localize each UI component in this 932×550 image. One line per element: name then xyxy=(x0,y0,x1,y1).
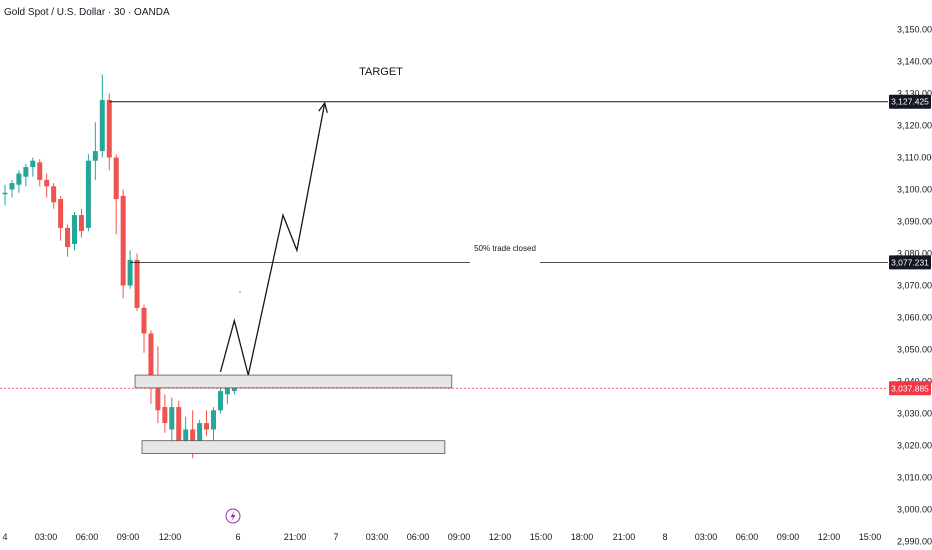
x-tick-label: 7 xyxy=(333,532,338,542)
candle-body xyxy=(217,391,223,411)
x-tick-label: 03:00 xyxy=(35,532,58,542)
y-tick-label: 3,030.000 xyxy=(897,409,932,419)
half-price-tag-label: 3,077.231 xyxy=(891,257,929,267)
x-tick-label: 12:00 xyxy=(489,532,512,542)
x-tick-label: 09:00 xyxy=(448,532,471,542)
candle-body xyxy=(169,407,175,430)
y-tick-label: 3,130.000 xyxy=(897,89,932,99)
target-price-tag-label: 3,127.425 xyxy=(891,97,929,107)
y-tick-label: 3,080.000 xyxy=(897,249,932,259)
candle-body xyxy=(204,423,210,430)
candle-body xyxy=(113,157,119,200)
candle-body xyxy=(106,99,112,158)
candle-body xyxy=(99,99,105,152)
candle-body xyxy=(190,429,196,446)
current-price-tag xyxy=(889,381,931,396)
x-tick-label: 4 xyxy=(2,532,7,542)
x-tick-label: 12:00 xyxy=(818,532,841,542)
candle-body xyxy=(92,151,98,161)
stray-dot xyxy=(239,291,241,293)
candle-body xyxy=(9,183,15,190)
candles xyxy=(2,74,237,459)
resistance-zone[interactable] xyxy=(134,374,453,389)
support-zone[interactable] xyxy=(141,440,446,454)
y-tick-label: 3,140.000 xyxy=(897,57,932,67)
y-tick-label: 3,010.000 xyxy=(897,473,932,483)
x-tick-label: 03:00 xyxy=(695,532,718,542)
candle-body xyxy=(197,423,203,443)
candle-body xyxy=(30,160,36,168)
y-tick-label: 3,070.000 xyxy=(897,281,932,291)
x-tick-label: 09:00 xyxy=(117,532,140,542)
y-tick-label: 3,050.000 xyxy=(897,345,932,355)
candle-body xyxy=(58,199,64,228)
y-tick-label: 3,090.000 xyxy=(897,217,932,227)
target-price-tag xyxy=(889,94,931,109)
x-tick-label: 03:00 xyxy=(366,532,389,542)
arrow-head xyxy=(318,101,328,113)
y-tick-label: 2,990.000 xyxy=(897,537,932,547)
y-tick-label: 3,060.000 xyxy=(897,313,932,323)
x-tick-label: 8 xyxy=(662,532,667,542)
candle-body xyxy=(78,215,84,232)
time-axis[interactable]: 4 03:00 06:00 09:00 12:00 6 21:00 7 03:00 06:00 09… xyxy=(2,532,881,542)
lightning-icon xyxy=(230,511,236,521)
chart-title: Gold Spot / U.S. Dollar · 30 · OANDA xyxy=(4,7,170,18)
candle-body xyxy=(85,160,91,228)
x-tick-label: 15:00 xyxy=(859,532,882,542)
y-tick-label: 3,150.000 xyxy=(897,25,932,35)
candle-body xyxy=(72,215,77,244)
half-close-label: 50% trade closed xyxy=(474,244,536,253)
candle-body xyxy=(155,375,161,411)
event-marker[interactable] xyxy=(225,508,241,524)
y-tick-label: 3,110.000 xyxy=(897,153,932,163)
y-tick-label: 3,100.000 xyxy=(897,185,932,195)
target-label: TARGET xyxy=(359,66,403,78)
candle-body xyxy=(37,162,43,180)
candle-body xyxy=(176,407,182,443)
candle-body xyxy=(183,429,189,443)
candle-body xyxy=(65,227,71,248)
candle-body xyxy=(211,410,216,430)
x-tick-label: 6 xyxy=(235,532,240,542)
candle-body xyxy=(44,179,50,187)
candle-body xyxy=(162,407,168,424)
x-tick-label: 15:00 xyxy=(530,532,553,542)
candle-body xyxy=(2,192,8,195)
candle-body xyxy=(148,333,154,376)
candle-body xyxy=(51,186,57,203)
candle-body xyxy=(120,195,126,286)
current-price-tag-label: 3,037.885 xyxy=(891,383,929,393)
x-tick-label: 09:00 xyxy=(777,532,800,542)
x-tick-label: 18:00 xyxy=(571,532,594,542)
y-tick-label: 3,020.000 xyxy=(897,441,932,451)
x-tick-label: 06:00 xyxy=(407,532,430,542)
projected-path[interactable] xyxy=(219,102,326,376)
candle-body xyxy=(224,384,230,395)
x-tick-label: 06:00 xyxy=(76,532,99,542)
x-tick-label: 21:00 xyxy=(284,532,307,542)
candle-body xyxy=(134,259,140,308)
candle-body xyxy=(231,387,237,392)
price-tags: 3,127.425 3,077.231 3,037.885 xyxy=(889,94,931,396)
candle-body xyxy=(16,173,22,185)
y-tick-label: 3,000.000 xyxy=(897,505,932,515)
y-tick-label: 3,120.000 xyxy=(897,121,932,131)
x-tick-label: 06:00 xyxy=(736,532,759,542)
half-price-tag xyxy=(889,255,931,270)
drawings[interactable] xyxy=(0,101,888,454)
candle-body xyxy=(141,307,147,334)
x-tick-label: 12:00 xyxy=(159,532,182,542)
candle-body xyxy=(127,259,133,286)
candle-body xyxy=(23,167,29,177)
x-tick-label: 21:00 xyxy=(613,532,636,542)
